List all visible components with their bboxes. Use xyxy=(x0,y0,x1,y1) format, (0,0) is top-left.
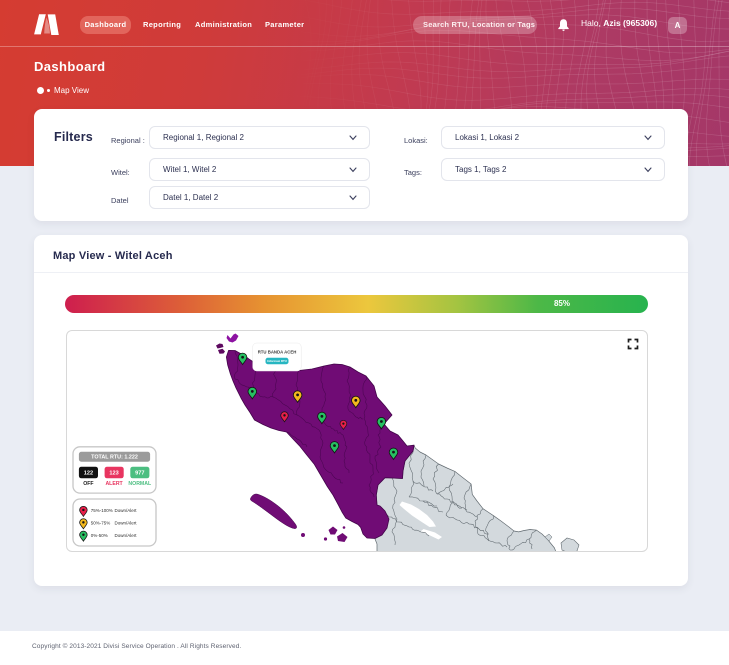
svg-text:Down/Alert: Down/Alert xyxy=(115,520,138,525)
svg-text:977: 977 xyxy=(135,471,144,477)
svg-text:122: 122 xyxy=(84,471,93,477)
svg-text:RTU BANDA ACEH: RTU BANDA ACEH xyxy=(258,350,297,355)
svg-text:ALERT: ALERT xyxy=(105,481,123,487)
svg-text:0%-50%: 0%-50% xyxy=(91,533,108,538)
svg-text:123: 123 xyxy=(109,471,118,477)
svg-text:TOTAL RTU: 1.222: TOTAL RTU: 1.222 xyxy=(91,455,138,461)
svg-text:Down/Alert: Down/Alert xyxy=(115,533,138,538)
svg-text:NORMAL: NORMAL xyxy=(128,481,152,487)
svg-text:Down/Alert: Down/Alert xyxy=(115,508,138,513)
svg-text:75%-100%: 75%-100% xyxy=(91,508,113,513)
svg-text:OFF: OFF xyxy=(83,481,93,487)
svg-text:Informasi RTU: Informasi RTU xyxy=(267,359,287,363)
svg-text:50%-75%: 50%-75% xyxy=(91,520,111,525)
